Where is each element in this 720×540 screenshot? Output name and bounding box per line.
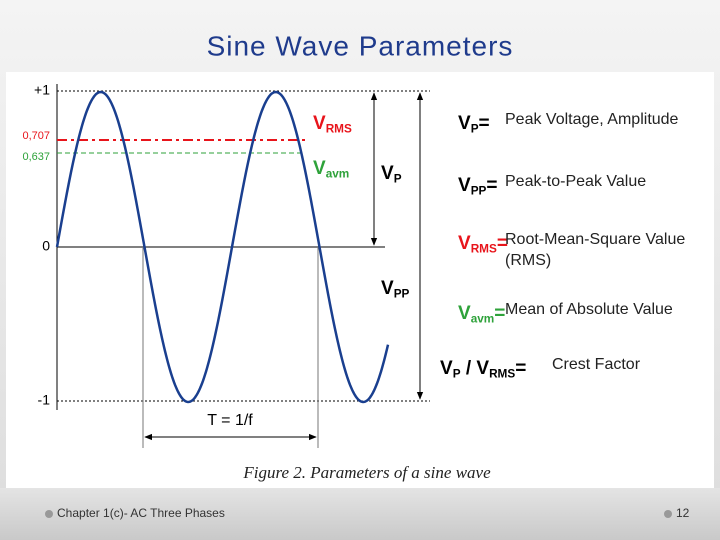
footer-band <box>0 488 720 540</box>
footer-bullet <box>45 510 53 518</box>
vrms-label-part: V <box>313 113 326 134</box>
legend-symbol: VPP= <box>458 175 498 198</box>
footer-text: Chapter 1(c)- AC Three Phases <box>57 506 225 520</box>
legend-symbol-part: P <box>453 368 461 381</box>
figure-panel <box>6 72 714 488</box>
legend-symbol-part: PP <box>471 185 487 198</box>
legend-symbol-part: / V <box>461 358 490 379</box>
legend-description: Peak Voltage, Amplitude <box>505 111 679 128</box>
legend-symbol-part: = <box>497 233 508 254</box>
axis-label: -1 <box>38 392 51 408</box>
page-number: 12 <box>676 506 690 520</box>
axis-label: 0 <box>42 238 50 254</box>
legend-symbol-part: RMS <box>489 368 515 381</box>
legend-symbol-part: = <box>515 358 526 379</box>
vpp-label-part: PP <box>394 288 410 301</box>
legend-symbol-part: = <box>486 175 497 196</box>
legend-symbol: VP= <box>458 113 490 136</box>
legend-symbol-part: V <box>458 303 471 324</box>
vrms-label: VRMS <box>313 113 352 136</box>
axis-label: 0,707 <box>22 130 50 142</box>
sine-wave <box>55 90 390 404</box>
legend-symbol-part: V <box>458 233 471 254</box>
vpp-label-part: V <box>381 278 394 299</box>
vp-label-part: P <box>394 173 402 186</box>
legend-symbol: Vavm= <box>458 303 505 326</box>
vavm-label-part: V <box>313 158 326 179</box>
figure-lines <box>56 84 430 448</box>
legend-symbol-part: V <box>458 113 471 134</box>
vavm-label-part: avm <box>326 168 350 181</box>
slide-title: Sine Wave Parameters <box>207 30 514 61</box>
legend-description: Root-Mean-Square Value <box>505 231 685 248</box>
vrms-label-part: RMS <box>326 123 352 136</box>
axis-label: +1 <box>34 82 50 98</box>
vp-label: VP <box>381 163 402 186</box>
page-bullet <box>664 510 672 518</box>
legend-symbol-part: = <box>494 303 505 324</box>
legend-symbol: VRMS= <box>458 233 508 256</box>
legend-symbol-part: = <box>479 113 490 134</box>
legend-description: Crest Factor <box>552 356 641 373</box>
legend-description: Peak-to-Peak Value <box>505 173 646 190</box>
legend-symbol-part: V <box>458 175 471 196</box>
caption: Figure 2. Parameters of a sine wave <box>242 463 491 482</box>
legend-symbol-part: V <box>440 358 453 379</box>
axis-label: 0,637 <box>22 151 50 163</box>
legend-symbol-part: P <box>471 123 479 136</box>
legend-symbol: VP / VRMS= <box>440 358 526 381</box>
vpp-label: VPP <box>381 278 410 301</box>
vavm-label: Vavm <box>313 158 349 181</box>
legend-symbol-part: RMS <box>471 243 497 256</box>
legend-description: Mean of Absolute Value <box>505 301 673 318</box>
period-label: T = 1/f <box>207 412 253 429</box>
legend-description: (RMS) <box>505 252 551 269</box>
legend-symbol-part: avm <box>471 313 495 326</box>
vp-label-part: V <box>381 163 394 184</box>
